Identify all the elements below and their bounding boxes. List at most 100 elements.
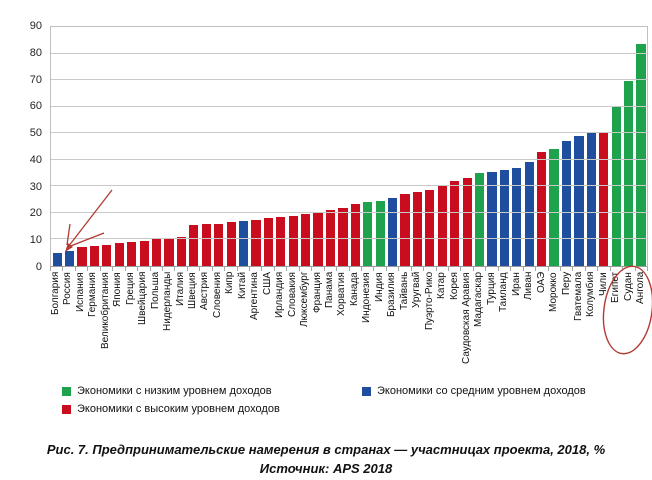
x-tick-label: Ирландия [274,272,286,319]
bar-column [399,27,411,266]
x-tick [399,267,412,271]
bar-column [63,27,75,266]
bar-column [436,27,448,266]
chart-bar [201,223,211,266]
x-tick-label: Россия [62,272,74,305]
x-tick [238,267,250,271]
chart-bar [263,218,273,266]
bar-column [188,27,200,266]
x-axis-ticks [50,267,648,271]
bar-column [424,27,436,266]
gridline [51,105,647,107]
chart-bar [524,162,534,266]
chart-bar [89,246,100,266]
x-tick [461,267,474,271]
x-tick [188,267,201,271]
x-tick-label: Италия [174,272,186,307]
chart-bar [624,81,634,266]
x-tick-label: Германия [87,272,99,317]
chart-bar [102,244,112,266]
legend-item-high-income: Экономики с высоким уровнем доходов [62,403,362,415]
x-tick-label: Япония [112,272,124,307]
chart-bar [176,236,187,266]
chart-bar [450,181,460,266]
y-tick-label: 0 [35,261,42,273]
x-tick-label: Иран [510,272,522,296]
gridline [51,158,647,160]
x-tick-label: Корея [448,272,460,300]
chart-bar [301,214,311,266]
x-tick-label: Болгария [50,272,61,316]
x-tick [611,267,624,271]
x-tick [412,267,425,271]
x-tick [474,267,487,271]
x-tick-label: Ливан [523,272,535,301]
x-tick-label: США [261,272,273,296]
x-tick-label: Судан [622,272,634,301]
x-tick-label: Египет [610,272,622,304]
x-tick-label: Аргентина [249,272,261,320]
y-tick-label: 80 [29,46,42,59]
x-tick-label: Гватемала [573,272,585,322]
chart-bar [214,223,224,266]
bar-column [250,27,262,266]
chart-bar [574,135,584,266]
y-tick-label: 30 [29,180,42,193]
chart-bar [636,44,646,266]
bar-column [175,27,187,266]
chart-bar [512,167,522,266]
bar-column [88,27,100,266]
x-tick [424,267,437,271]
legend-label-low-income: Экономики с низким уровнем доходов [77,385,272,397]
chart-bar [238,220,249,266]
bar-column [635,27,647,266]
x-tick-label: Люксембург [299,272,311,328]
x-tick [437,267,449,271]
gridline [51,185,647,187]
x-tick-label: Панама [323,272,335,309]
x-tick [598,267,611,271]
x-tick-label: Хорватия [336,272,348,316]
y-tick-label: 70 [29,73,42,86]
x-tick [350,267,362,271]
x-tick-label: Испания [74,272,86,312]
x-tick [511,267,524,271]
chart-bar [65,251,75,266]
bar-column [225,27,237,266]
bar-column [461,27,473,266]
x-tick [623,267,636,271]
chart-bar [151,239,162,266]
bar-column [287,27,299,266]
chart-bar [363,202,373,266]
x-tick [325,267,338,271]
x-tick [387,267,400,271]
chart-bar [139,240,149,266]
chart-bar [52,252,62,266]
bar-column [299,27,311,266]
y-tick-label: 20 [29,207,42,220]
legend-item-middle-income: Экономики со средним уровнем доходов [362,385,586,397]
x-tick [486,267,499,271]
bar-column [411,27,423,266]
x-tick-label: Пуэрто-Рико [423,272,435,331]
bar-column [51,27,63,266]
x-tick-label: Морокко [548,272,560,312]
x-tick-label: Нидерланды [162,272,174,332]
chart-bar [412,191,423,266]
x-tick-label: ОАЭ [535,272,547,294]
chart-bar [561,141,572,266]
y-tick-label: 10 [29,234,42,247]
chart-bar [127,242,137,266]
bar-column [200,27,212,266]
x-tick-label: Китай [236,272,248,300]
x-tick [524,267,537,271]
bar-column [113,27,125,266]
bar-column [598,27,610,266]
gridline [51,79,647,81]
x-tick-label: Мадагаскар [473,272,485,328]
x-tick [163,267,176,271]
legend-row-2: Экономики с высоким уровнем доходов [62,403,642,415]
chart-bar [251,219,261,266]
bar-column [386,27,398,266]
x-tick [225,267,238,271]
